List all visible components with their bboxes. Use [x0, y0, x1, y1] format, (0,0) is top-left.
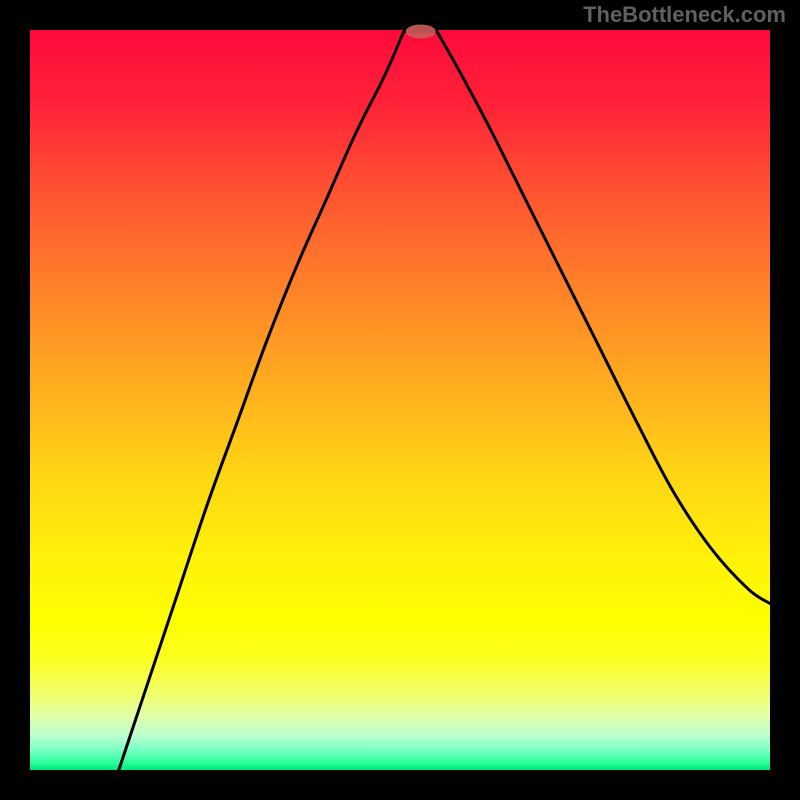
watermark-text: TheBottleneck.com [583, 2, 786, 28]
bottleneck-curve-chart [0, 0, 800, 800]
optimum-marker [406, 24, 436, 38]
chart-container: { "type": "line", "canvas": { "width": 8… [0, 0, 800, 800]
heat-gradient-background [30, 30, 770, 770]
